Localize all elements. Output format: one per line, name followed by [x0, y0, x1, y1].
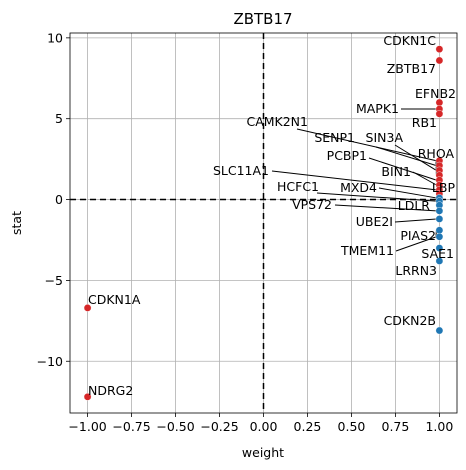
reference-lines [70, 33, 457, 413]
data-points [83, 45, 444, 401]
point-label-cdkn2b: CDKN2B [384, 313, 436, 328]
point-label-bin1: BIN1 [381, 164, 411, 179]
x-tick-label: 1.00 [425, 419, 453, 434]
leader-line-tmem11 [395, 236, 437, 252]
point-label-efnb2: EFNB2 [415, 86, 456, 101]
point-label-ndrg2: NDRG2 [88, 383, 133, 398]
x-tick-label: −1.00 [68, 419, 106, 434]
data-point-zbtb17 [435, 56, 444, 65]
y-tick-label: −5 [45, 273, 63, 288]
point-label-mxd4: MXD4 [340, 180, 377, 195]
x-tick-label: 0.25 [294, 419, 322, 434]
x-tick-label: 0.75 [382, 419, 410, 434]
data-point-vps72 [435, 207, 444, 215]
y-tick-label: 0 [55, 192, 63, 207]
x-axis-ticks: −1.00 −0.75 −0.50 −0.25 0.00 0.25 0.50 0.75 1.00 [68, 413, 453, 434]
point-label-sae1: SAE1 [421, 246, 454, 261]
point-label-camk2n1: CAMK2N1 [246, 114, 308, 129]
y-tick-label: 10 [47, 30, 63, 45]
data-point-cdkn1c [435, 45, 444, 53]
data-point-lrrn3 [435, 257, 444, 265]
point-label-lbp: LBP [432, 180, 456, 195]
x-tick-label: 0.50 [338, 419, 366, 434]
point-label-senp1: SENP1 [314, 130, 355, 145]
x-tick-label: −0.75 [112, 419, 150, 434]
leader-line-sin3a [394, 144, 437, 171]
point-label-ube2i: UBE2I [356, 214, 393, 229]
point-labels: CDKN1C ZBTB17 EFNB2 MAPK1 RB1 CAMK2N1 SENP1 SIN… [88, 33, 456, 398]
x-tick-label: −0.50 [156, 419, 194, 434]
leader-line-pcbp1 [368, 157, 437, 181]
leader-line-vps72 [334, 204, 437, 212]
data-point-ube2i [435, 215, 444, 223]
x-tick-label: −0.25 [200, 419, 238, 434]
point-label-pias2: PIAS2 [400, 228, 436, 243]
point-label-ldlr: LDLR [398, 198, 431, 213]
y-axis-label: stat [9, 211, 24, 235]
point-label-lrrn3: LRRN3 [395, 263, 437, 278]
point-label-cdkn1c: CDKN1C [383, 33, 436, 48]
point-label-cdkn1a: CDKN1A [88, 292, 141, 307]
data-point-sae1 [435, 244, 444, 252]
y-tick-label: 5 [55, 111, 63, 126]
label-leader-lines [271, 108, 437, 252]
leader-line-ube2i [394, 218, 437, 223]
point-label-rhoa: RHOA [418, 146, 455, 161]
y-tick-label: −10 [37, 354, 63, 369]
leader-line-camk2n1 [296, 128, 437, 162]
x-axis-label: weight [242, 445, 284, 460]
point-label-slc11a1: SLC11A1 [213, 163, 269, 178]
chart-title: ZBTB17 [233, 10, 292, 28]
leader-line-senp1 [375, 146, 437, 167]
data-point-ndrg2 [83, 393, 92, 401]
data-point-tmem11 [435, 232, 444, 241]
leader-line-slc11a1 [271, 170, 437, 191]
leader-line-mxd4 [378, 187, 437, 199]
point-label-sin3a: SIN3A [366, 130, 404, 145]
y-axis-ticks: −10 −5 0 5 10 [37, 30, 70, 369]
point-label-tmem11: TMEM11 [340, 243, 394, 258]
point-label-rb1: RB1 [412, 115, 437, 130]
leader-line-bin1 [412, 171, 437, 186]
data-point-rb1 [435, 110, 444, 118]
point-label-mapk1: MAPK1 [356, 101, 399, 116]
data-point-pias2 [435, 226, 444, 235]
point-label-pcbp1: PCBP1 [327, 148, 367, 163]
data-point-cdkn2b [435, 326, 444, 335]
x-tick-label: 0.00 [250, 419, 278, 434]
point-label-zbtb17: ZBTB17 [387, 61, 436, 76]
point-label-vps72: VPS72 [292, 197, 332, 212]
leader-line-hcfc1 [316, 192, 437, 202]
point-label-hcfc1: HCFC1 [277, 179, 319, 194]
data-point-cdkn1a [83, 304, 92, 312]
